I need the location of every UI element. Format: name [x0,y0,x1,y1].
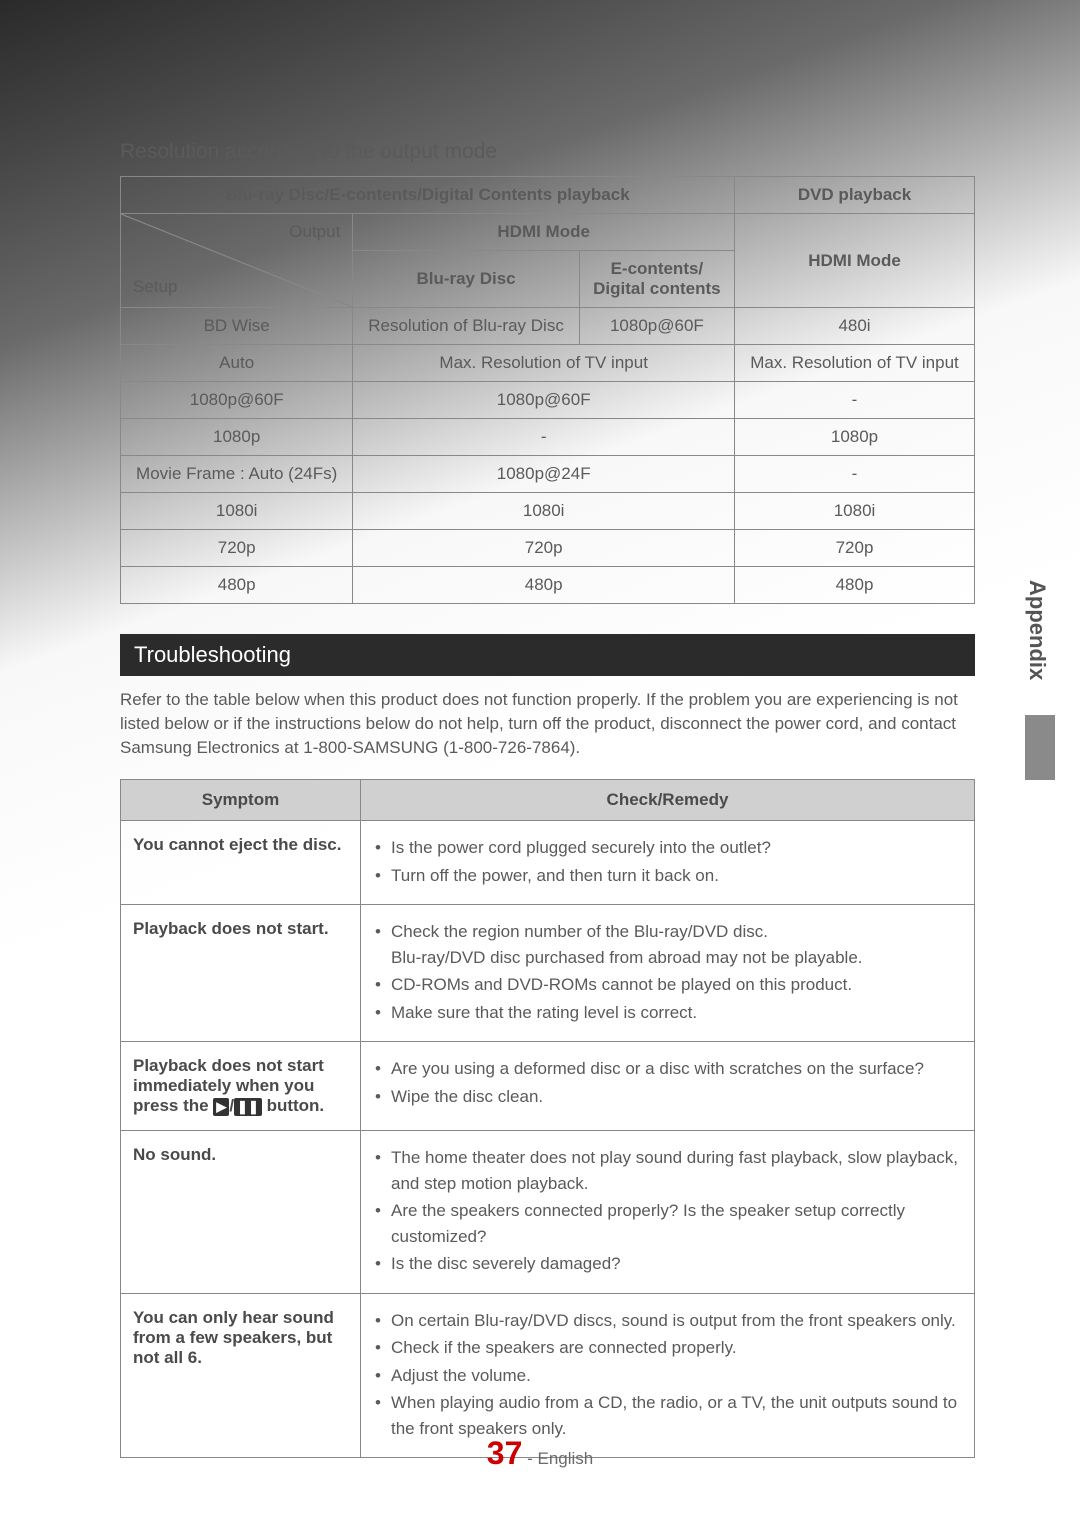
table-row: Playback does not start.Check the region… [121,905,975,1042]
table-row: You can only hear sound from a few speak… [121,1293,975,1458]
table-row: Auto Max. Resolution of TV input Max. Re… [121,345,975,382]
econtents-header: E-contents/ Digital contents [579,251,734,308]
table-row: Movie Frame : Auto (24Fs) 1080p@24F - [121,456,975,493]
symptom-cell: Playback does not start immediately when… [121,1042,361,1131]
troubleshooting-intro: Refer to the table below when this produ… [120,688,975,759]
symptom-cell: Playback does not start. [121,905,361,1042]
remedy-item: CD-ROMs and DVD-ROMs cannot be played on… [373,972,962,998]
remedy-header: Check/Remedy [361,780,975,821]
remedy-cell: The home theater does not play sound dur… [361,1131,975,1294]
page-number: 37 [487,1435,523,1471]
side-tab-bar [1025,715,1055,780]
remedy-item: Is the disc severely damaged? [373,1251,962,1277]
bluray-disc-header: Blu-ray Disc [353,251,579,308]
symptom-cell: You cannot eject the disc. [121,821,361,905]
remedy-item: Is the power cord plugged securely into … [373,835,962,861]
remedy-cell: Check the region number of the Blu-ray/D… [361,905,975,1042]
remedy-item: Check if the speakers are connected prop… [373,1335,962,1361]
remedy-cell: Are you using a deformed disc or a disc … [361,1042,975,1131]
hdmi-mode-header-1: HDMI Mode [353,214,735,251]
remedy-item: Are you using a deformed disc or a disc … [373,1056,962,1082]
table-row: 720p 720p 720p [121,530,975,567]
troubleshooting-heading: Troubleshooting [120,634,975,676]
remedy-cell: Is the power cord plugged securely into … [361,821,975,905]
remedy-item: When playing audio from a CD, the radio,… [373,1390,962,1441]
remedy-item: Turn off the power, and then turn it bac… [373,863,962,889]
page-footer: 37 - English [0,1435,1080,1472]
page-content: Resolution according to the output mode … [0,0,1080,1518]
remedy-item: Check the region number of the Blu-ray/D… [373,919,962,970]
bluray-group-header: Blu-ray Disc/E-contents/Digital Contents… [121,177,735,214]
resolution-table: Blu-ray Disc/E-contents/Digital Contents… [120,176,975,604]
hdmi-mode-header-2: HDMI Mode [735,214,975,308]
troubleshooting-table: Symptom Check/Remedy You cannot eject th… [120,779,975,1458]
table-row: BD Wise Resolution of Blu-ray Disc 1080p… [121,308,975,345]
symptom-cell: No sound. [121,1131,361,1294]
dvd-group-header: DVD playback [735,177,975,214]
output-label: Output [289,222,340,242]
symptom-header: Symptom [121,780,361,821]
remedy-cell: On certain Blu-ray/DVD discs, sound is o… [361,1293,975,1458]
remedy-item: Make sure that the rating level is corre… [373,1000,962,1026]
table-row: 480p 480p 480p [121,567,975,604]
table-row: No sound.The home theater does not play … [121,1131,975,1294]
play-pause-icon: ▶ [213,1098,229,1116]
table-row: 1080p - 1080p [121,419,975,456]
remedy-item: Are the speakers connected properly? Is … [373,1198,962,1249]
remedy-item: Adjust the volume. [373,1363,962,1389]
page-language: - English [527,1449,593,1468]
side-tab-label: Appendix [1024,580,1050,680]
table-row: 1080i 1080i 1080i [121,493,975,530]
table-row: 1080p@60F 1080p@60F - [121,382,975,419]
remedy-item: Wipe the disc clean. [373,1084,962,1110]
remedy-item: On certain Blu-ray/DVD discs, sound is o… [373,1308,962,1334]
remedy-item: The home theater does not play sound dur… [373,1145,962,1196]
table-row: You cannot eject the disc. Is the power c… [121,821,975,905]
table-row: Playback does not start immediately when… [121,1042,975,1131]
play-pause-icon: ❚❚ [234,1098,262,1116]
setup-output-cell: Output Setup [121,214,353,308]
setup-label: Setup [133,277,177,297]
resolution-section-title: Resolution according to the output mode [120,140,975,164]
symptom-cell: You can only hear sound from a few speak… [121,1293,361,1458]
